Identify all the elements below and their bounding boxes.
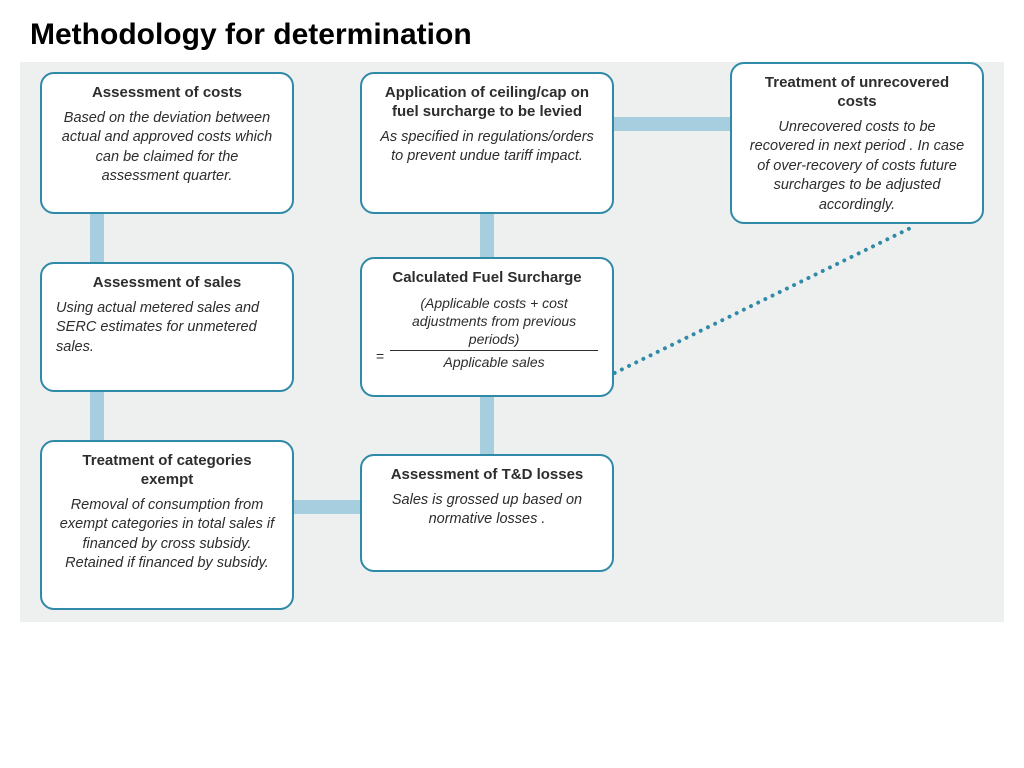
page-title: Methodology for determination	[0, 0, 1024, 62]
connector-e4	[480, 397, 494, 454]
node-n6: Treatment of categories exempt Removal of…	[40, 440, 294, 610]
node-body: Based on the deviation between actual an…	[56, 109, 278, 187]
connector-e3	[294, 500, 360, 514]
connector-e5	[480, 214, 494, 257]
node-title: Application of ceiling/cap on fuel surch…	[376, 84, 598, 122]
node-n2: Application of ceiling/cap on fuel surch…	[360, 72, 614, 214]
node-body: As specified in regulations/orders to pr…	[376, 128, 598, 167]
node-title: Assessment of T&D losses	[376, 466, 598, 485]
node-title: Treatment of categories exempt	[56, 452, 278, 490]
node-title: Assessment of sales	[56, 274, 278, 293]
node-body: Using actual metered sales and SERC esti…	[56, 299, 278, 358]
formula-numerator: (Applicable costs + cost adjustments fro…	[390, 294, 598, 352]
node-n4: Assessment of sales Using actual metered …	[40, 262, 294, 392]
connector-e1	[90, 214, 104, 262]
dotted-connector-d1	[612, 226, 912, 376]
node-title: Assessment of costs	[56, 84, 278, 103]
node-n3: Treatment of unrecovered costs Unrecovere…	[730, 62, 984, 224]
formula: =(Applicable costs + cost adjustments fr…	[376, 294, 598, 372]
connector-e6	[614, 117, 730, 131]
node-n7: Assessment of T&D losses Sales is grossed…	[360, 454, 614, 572]
node-body: Sales is grossed up based on normative l…	[376, 491, 598, 530]
flowchart-canvas: Assessment of costs Based on the deviatio…	[20, 62, 1004, 622]
node-body: Removal of consumption from exempt categ…	[56, 496, 278, 574]
node-n5: Calculated Fuel Surcharge =(Applicable co…	[360, 257, 614, 397]
node-title: Calculated Fuel Surcharge	[376, 269, 598, 288]
connector-e2	[90, 392, 104, 440]
node-body: Unrecovered costs to be recovered in nex…	[746, 118, 968, 216]
node-n1: Assessment of costs Based on the deviatio…	[40, 72, 294, 214]
formula-denominator: Applicable sales	[390, 351, 598, 371]
node-title: Treatment of unrecovered costs	[746, 74, 968, 112]
